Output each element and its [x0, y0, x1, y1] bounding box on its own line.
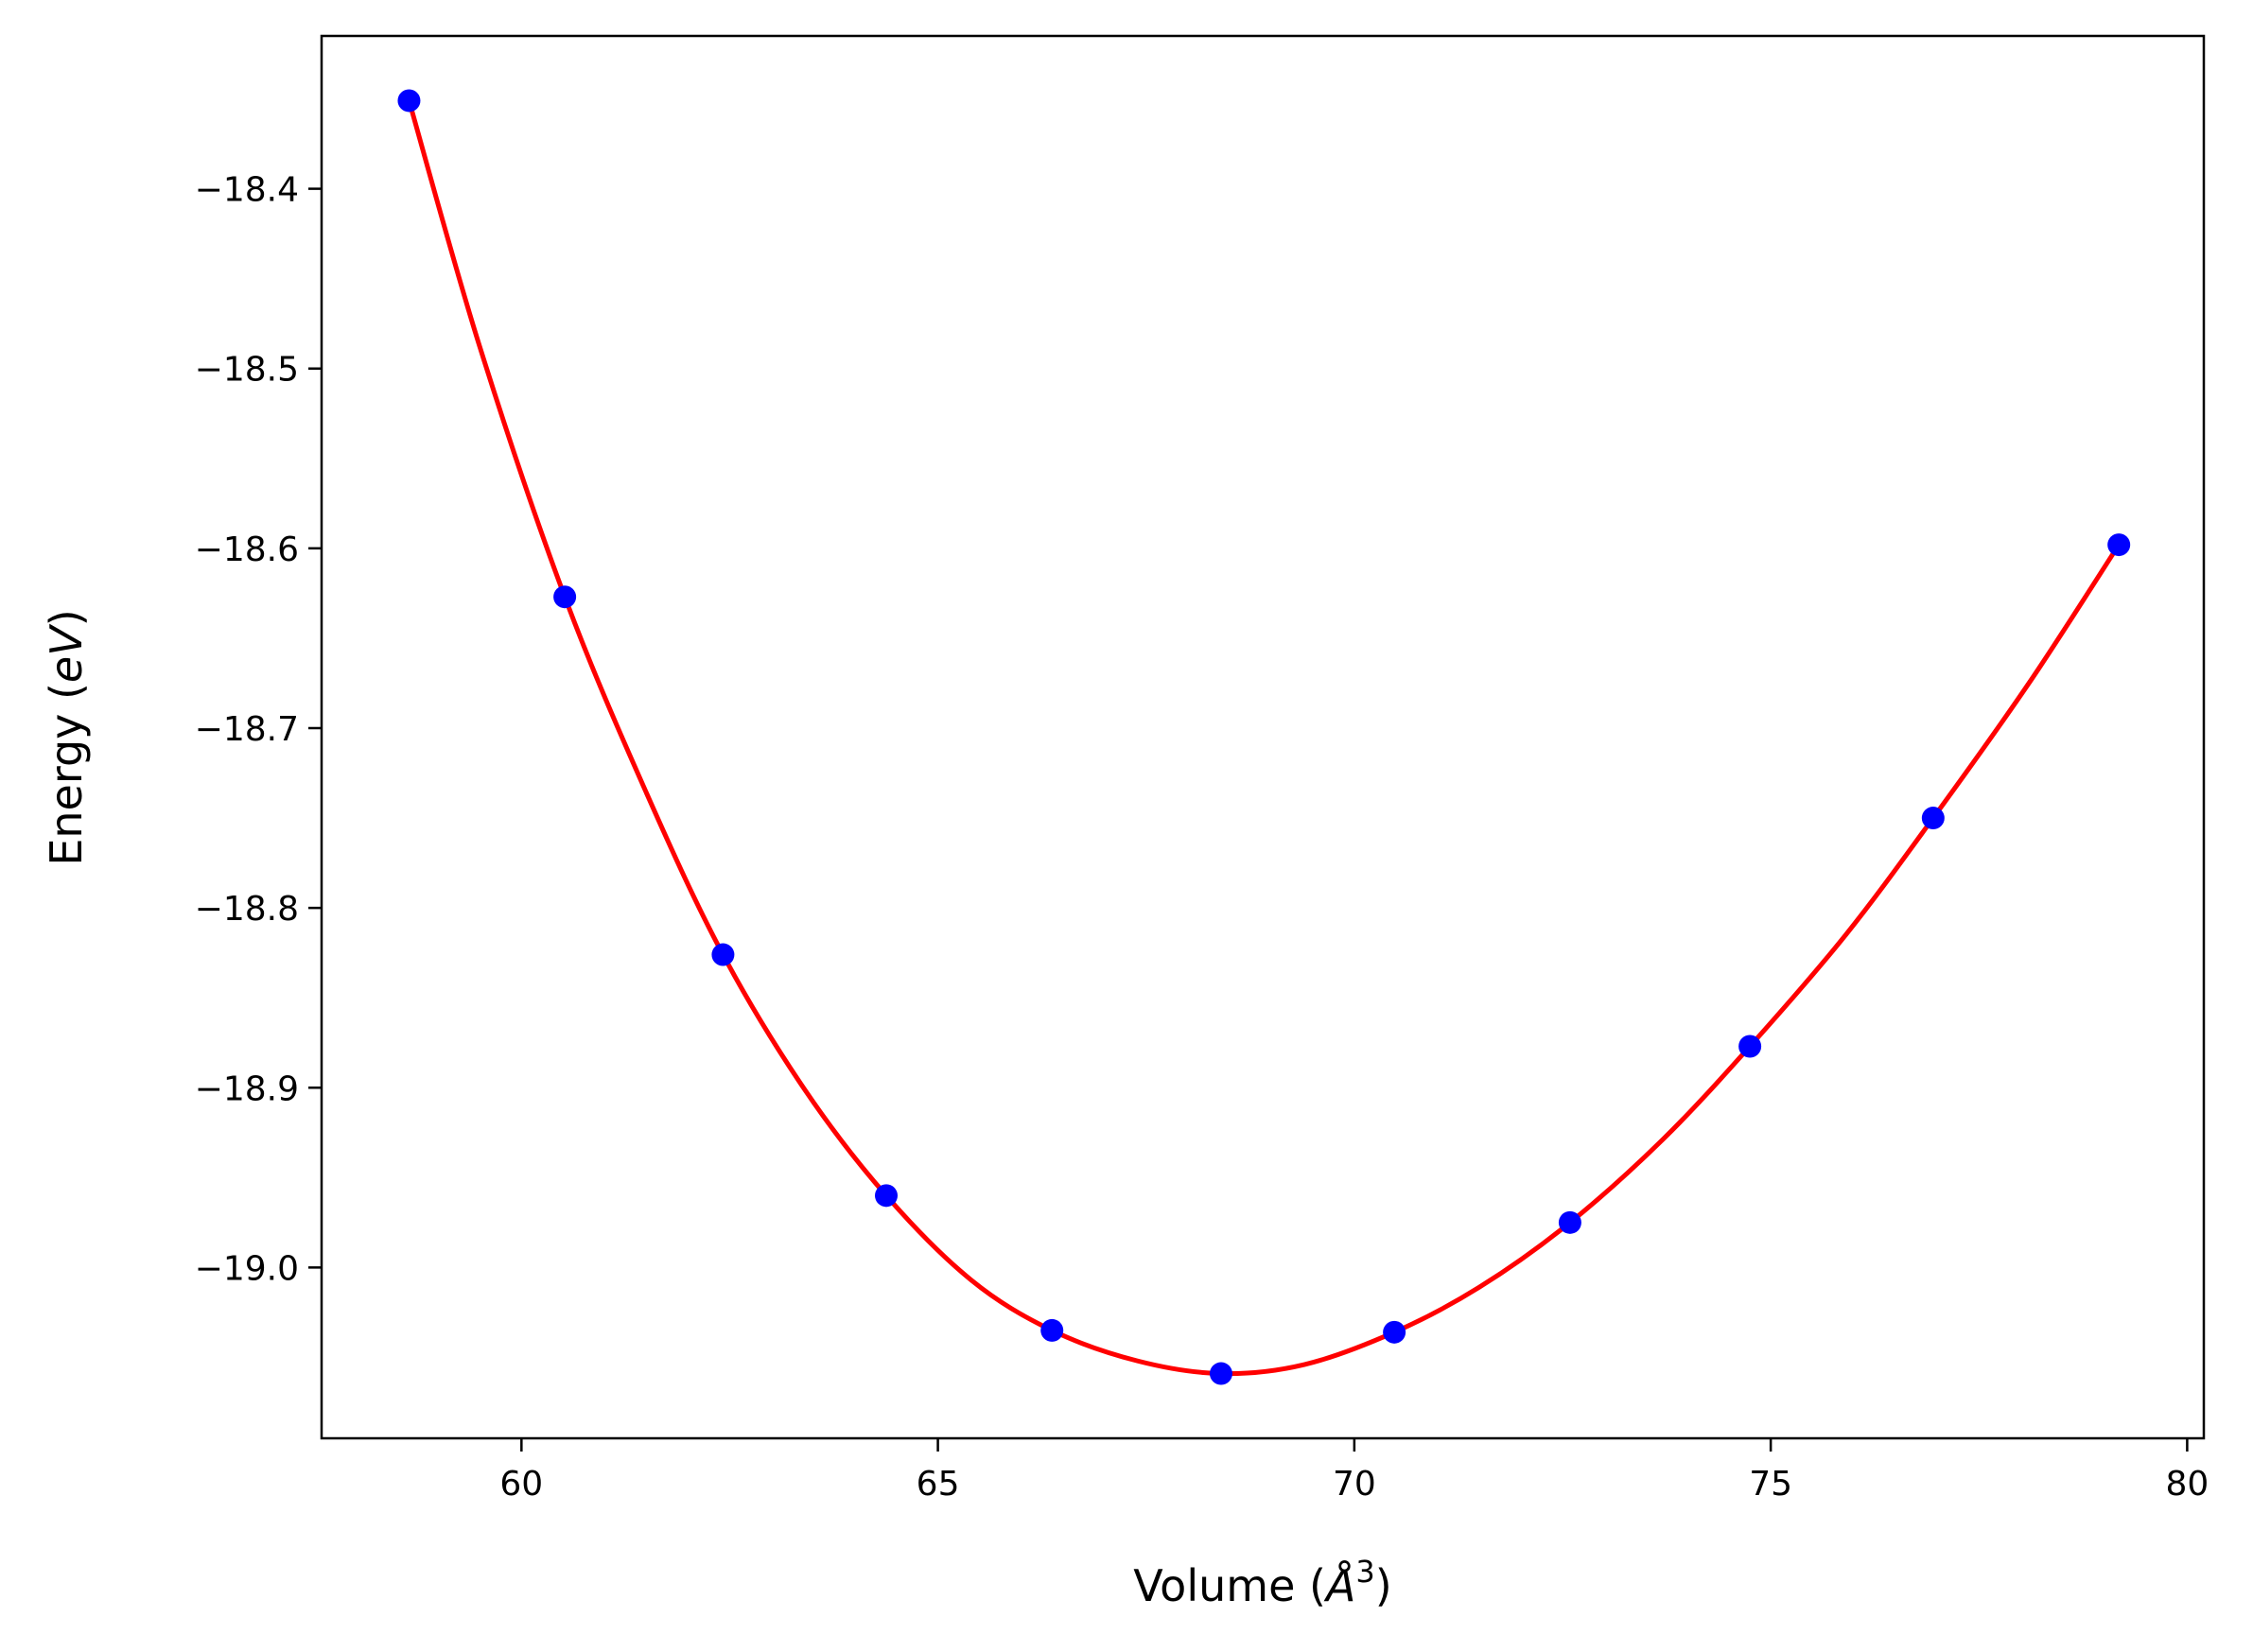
y-tick-label: −18.8: [195, 890, 299, 929]
y-axis: −18.4 −18.5 −18.6 −18.7 −18.8 −18.9 −19.0: [195, 171, 322, 1288]
data-point: [875, 1184, 898, 1208]
data-point: [2107, 533, 2131, 557]
x-tick-label: 60: [499, 1465, 543, 1504]
axes-frame: [320, 34, 2206, 1440]
data-point: [1738, 1035, 1762, 1058]
x-tick-label: 80: [2165, 1465, 2209, 1504]
data-point: [1209, 1362, 1232, 1385]
y-tick-label: −18.9: [195, 1069, 299, 1108]
y-tick-label: −18.4: [195, 171, 299, 210]
x-axis: 60 65 70 75 80: [499, 1438, 2209, 1504]
y-axis-label: Energy (eV): [41, 609, 92, 865]
data-point: [1921, 807, 1945, 830]
y-tick-label: −18.6: [195, 530, 299, 569]
y-tick-label: −18.5: [195, 351, 299, 390]
data-point: [553, 585, 577, 609]
plot-area: [397, 89, 2131, 1385]
data-point: [1558, 1210, 1581, 1234]
data-point: [711, 943, 735, 966]
y-tick-label: −19.0: [195, 1249, 299, 1288]
y-tick-label: −18.7: [195, 710, 299, 749]
x-tick-label: 65: [917, 1465, 960, 1504]
x-tick-label: 75: [1749, 1465, 1792, 1504]
x-axis-label: Volume (Å3): [1133, 1554, 1391, 1611]
data-point: [1040, 1318, 1064, 1342]
x-tick-label: 70: [1333, 1465, 1376, 1504]
fit-curve: [407, 99, 2122, 1377]
data-point: [1383, 1320, 1406, 1344]
data-point: [397, 89, 421, 113]
